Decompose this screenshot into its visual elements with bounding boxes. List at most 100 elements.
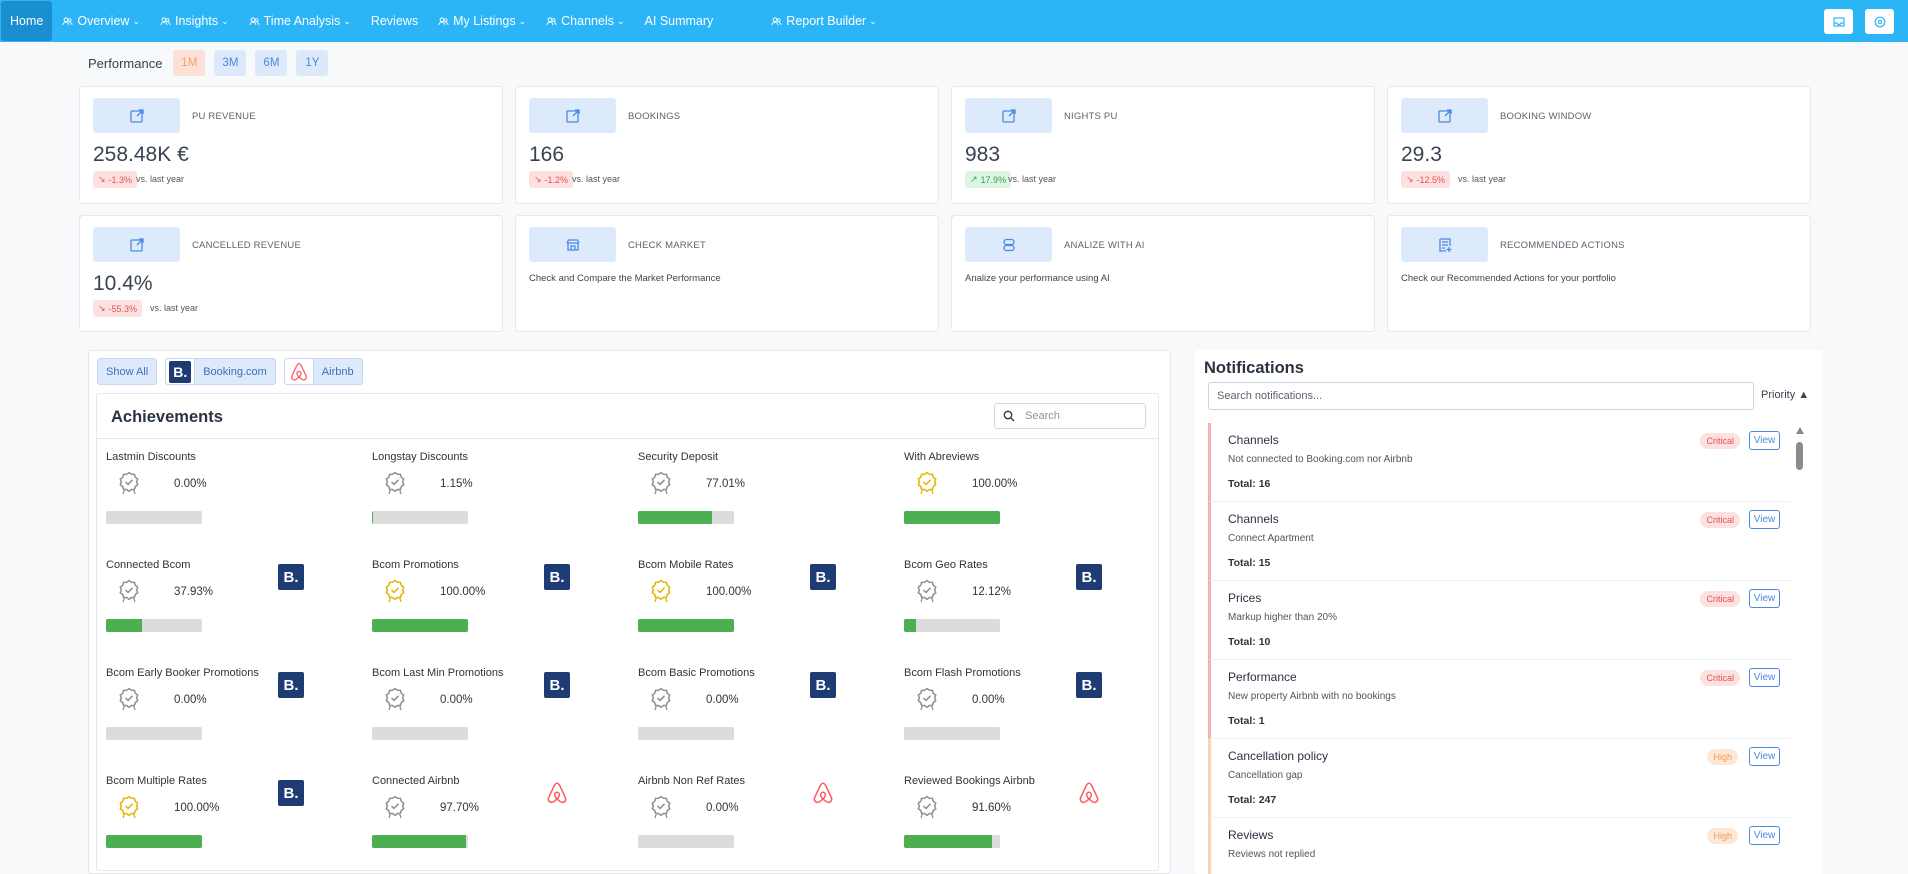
nav-report-builder[interactable]: Report Builder ⌄ — [761, 0, 886, 42]
nav-home[interactable]: Home — [1, 1, 53, 41]
kpi-change-value: -1.2% — [544, 174, 569, 185]
achievement-progress-fill — [372, 511, 374, 524]
range-1y[interactable]: 1Y — [296, 50, 329, 76]
medal-icon — [384, 687, 406, 714]
arrow-down-right-icon: ↘ — [1406, 174, 1414, 184]
action-card-check-market[interactable]: CHECK MARKET Check and Compare the Market… — [515, 215, 939, 332]
external-link-icon[interactable] — [965, 98, 1052, 133]
kpi-card-nights-pu[interactable]: NIGHTS PU 983 ↗ 17.9% vs. last year — [951, 86, 1375, 204]
nav-my-listings[interactable]: My Listings ⌄ — [428, 0, 536, 42]
achievement-progress-fill — [106, 619, 143, 632]
nav-label: Overview — [77, 14, 130, 28]
achievement-percent: 12.12% — [972, 586, 1012, 598]
nav-reviews[interactable]: Reviews — [361, 0, 428, 42]
achievement-percent: 0.00% — [174, 694, 207, 706]
view-button[interactable]: View — [1749, 431, 1780, 450]
view-button[interactable]: View — [1749, 510, 1780, 529]
view-button[interactable]: View — [1749, 747, 1780, 766]
kpi-compare-label: vs. last year — [572, 174, 621, 184]
external-link-icon[interactable] — [529, 98, 616, 133]
notification-item: Cancellation policy Cancellation gap Total… — [1208, 739, 1790, 818]
achievement-percent: 0.00% — [440, 694, 473, 706]
achievement-percent: 77.01% — [706, 478, 746, 490]
kpi-title: BOOKINGS — [628, 111, 681, 122]
external-link-icon[interactable] — [93, 98, 180, 133]
notification-title: Reviews — [1228, 828, 1274, 842]
achievement-bcom-multiple-rates: Bcom Multiple Rates 100.00% B. — [106, 775, 306, 874]
nav-insights[interactable]: Insights ⌄ — [150, 0, 239, 42]
notifications-panel: Notifications Search notifications... Pr… — [1195, 350, 1823, 874]
achievements-search[interactable]: Search — [994, 403, 1146, 429]
users-icon — [160, 16, 171, 27]
action-card-analize-with-ai[interactable]: ANALIZE WITH AI Analize your performance … — [951, 215, 1375, 332]
view-button[interactable]: View — [1749, 589, 1780, 608]
nav-channels[interactable]: Channels ⌄ — [536, 0, 634, 42]
help-icon — [1874, 16, 1885, 27]
nav-time-analysis[interactable]: Time Analysis ⌄ — [239, 0, 361, 42]
kpi-value: 166 — [529, 143, 565, 166]
kpi-card-cancelled-revenue[interactable]: CANCELLED REVENUE 10.4% ↘ -55.3% vs. last y… — [79, 215, 503, 332]
priority-badge: Critical — [1700, 670, 1740, 686]
arrow-down-right-icon: ↘ — [98, 303, 106, 313]
medal-icon — [650, 471, 672, 498]
notifications-search-input[interactable]: Search notifications... — [1208, 382, 1754, 410]
range-1m[interactable]: 1M — [173, 50, 206, 76]
achievement-name: Bcom Flash Promotions — [904, 667, 1021, 679]
achievement-progress-fill — [372, 619, 468, 632]
booking-logo-icon: B. — [810, 564, 836, 590]
booking-logo-icon: B. — [544, 672, 570, 698]
performance-range: Performance 1M 3M 6M 1Y — [88, 50, 329, 76]
filter-airbnb[interactable]: Airbnb — [283, 358, 363, 385]
scroll-thumb[interactable] — [1796, 442, 1803, 470]
kpi-title: BOOKING WINDOW — [1500, 111, 1592, 122]
achievement-percent: 100.00% — [706, 586, 752, 598]
priority-sort[interactable]: Priority ▲ — [1761, 389, 1810, 401]
achievement-progress-fill — [904, 835, 992, 848]
achievement-percent: 0.00% — [174, 478, 207, 490]
nav-label: AI Summary — [644, 14, 714, 28]
filter-show-all[interactable]: Show All — [97, 358, 158, 385]
nav-ai-summary[interactable]: AI Summary — [635, 0, 724, 42]
view-button[interactable]: View — [1749, 826, 1780, 845]
scroll-up-arrow-icon[interactable] — [1796, 427, 1804, 434]
achievement-name: With Abreviews — [904, 451, 980, 463]
filter-booking[interactable]: B. Booking.com — [165, 358, 276, 385]
priority-badge: High — [1707, 828, 1738, 844]
achievement-progress-bar — [372, 511, 468, 524]
notification-total: Total: 247 — [1228, 794, 1277, 806]
range-6m[interactable]: 6M — [255, 50, 288, 76]
external-link-icon[interactable] — [1401, 98, 1488, 133]
achievement-bcom-basic-promotions: Bcom Basic Promotions 0.00% B. — [638, 667, 838, 767]
inbox-button[interactable] — [1824, 9, 1853, 34]
help-button[interactable] — [1865, 9, 1894, 34]
achievements-title: Achievements — [111, 408, 223, 426]
notification-description: Reviews not replied — [1228, 849, 1316, 860]
kpi-card-pu-revenue[interactable]: PU REVENUE 258.48K € ↘ -1.3% vs. last year — [79, 86, 503, 204]
priority-badge: Critical — [1700, 512, 1740, 528]
kpi-title: CANCELLED REVENUE — [192, 240, 301, 251]
achievement-bcom-geo-rates: Bcom Geo Rates 12.12% B. — [904, 559, 1104, 659]
medal-gold-icon — [384, 579, 406, 606]
achievement-name: Reviewed Bookings Airbnb — [904, 775, 1035, 787]
list-plus-icon — [1401, 227, 1488, 262]
achievement-bcom-early-booker-promotions: Bcom Early Booker Promotions 0.00% B. — [106, 667, 306, 767]
notifications-scrollbar[interactable] — [1795, 427, 1805, 874]
top-nav: Home Overview ⌄ Insights ⌄ Time Analysis ⌄ Rev… — [0, 0, 1908, 42]
booking-logo-icon: B. — [810, 672, 836, 698]
kpi-card-booking-window[interactable]: BOOKING WINDOW 29.3 ↘ -12.5% vs. last year — [1387, 86, 1811, 204]
achievement-progress-bar — [106, 511, 202, 524]
notification-description: Cancellation gap — [1228, 770, 1303, 781]
achievements-card: Achievements Search Lastmin Discounts 0.0… — [96, 393, 1159, 871]
achievement-with-abreviews: With Abreviews 100.00% — [904, 451, 1104, 551]
view-button[interactable]: View — [1749, 668, 1780, 687]
nav-overview[interactable]: Overview ⌄ — [52, 0, 150, 42]
kpi-value: 983 — [965, 143, 1001, 166]
medal-gold-icon — [118, 795, 140, 822]
external-link-icon[interactable] — [93, 227, 180, 262]
kpi-card-bookings[interactable]: BOOKINGS 166 ↘ -1.2% vs. last year — [515, 86, 939, 204]
database-icon — [965, 227, 1052, 262]
medal-icon — [118, 579, 140, 606]
medal-gold-icon — [650, 579, 672, 606]
range-3m[interactable]: 3M — [214, 50, 247, 76]
action-card-recommended-actions[interactable]: RECOMMENDED ACTIONS Check our Recommended… — [1387, 215, 1811, 332]
